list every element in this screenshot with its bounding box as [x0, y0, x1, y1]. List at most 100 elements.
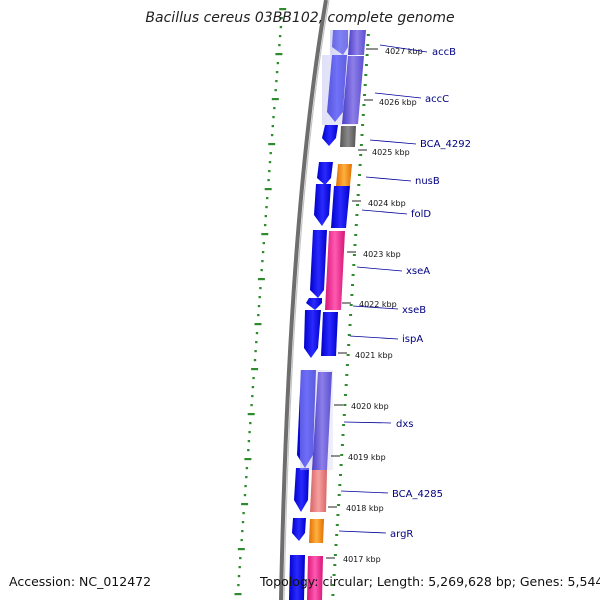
gene-label-argR[interactable]: argR: [338, 529, 413, 540]
position-tick: [355, 214, 359, 216]
gene-label-text[interactable]: accB: [432, 47, 456, 58]
gc-skew-dot: [260, 269, 263, 272]
gc-skew-dot: [273, 107, 276, 110]
gc-skew-dot: [254, 323, 262, 326]
cds-arrow: [314, 184, 331, 226]
gc-skew-dot: [261, 233, 269, 236]
gc-skew-dot: [262, 242, 265, 245]
gene-label-text[interactable]: ispA: [402, 334, 423, 345]
position-tick: [337, 504, 341, 506]
gc-skew-dot: [238, 566, 241, 569]
gc-skew-dot: [240, 539, 243, 542]
gc-skew-dot: [264, 188, 272, 191]
gc-skew-dot: [234, 593, 242, 596]
kbp-tick: 4023 kbp: [347, 250, 401, 259]
cds-arrow: [304, 310, 321, 358]
gene-label-text[interactable]: accC: [425, 94, 449, 105]
position-tick: [350, 294, 354, 296]
gene-feature-nusB: [336, 164, 352, 186]
position-tick: [339, 464, 343, 466]
gene-label-text[interactable]: BCA_4285: [392, 489, 443, 500]
position-tick: [335, 524, 339, 526]
kbp-tick-label: 4021 kbp: [355, 351, 393, 360]
position-tick: [366, 34, 370, 36]
gene-label-track: accB accC BCA_4292 nusB folD xseA xseB i…: [338, 44, 471, 540]
gc-skew-dot: [245, 476, 248, 479]
gene-label-folD[interactable]: folD: [361, 209, 431, 220]
gc-skew-dot: [276, 62, 280, 65]
gc-skew-dot: [264, 215, 267, 218]
gene-label-BCA_4285[interactable]: BCA_4285: [340, 489, 443, 500]
gc-skew-dot: [239, 557, 242, 560]
position-tick: [331, 594, 335, 596]
gc-skew-dot: [242, 512, 245, 515]
position-tick: [351, 284, 354, 286]
position-tick: [358, 174, 361, 176]
cds-arrow: [306, 298, 322, 310]
cds-arrow: [292, 518, 306, 541]
position-tick: [332, 584, 335, 586]
gene-label-xseB[interactable]: xseB: [352, 305, 426, 316]
position-tick: [349, 314, 353, 316]
position-tick: [336, 514, 340, 516]
position-tick: [346, 354, 350, 356]
gc-skew-dot: [255, 332, 259, 335]
position-tick: [359, 144, 363, 146]
kbp-tick: 4017 kbp: [326, 555, 381, 564]
position-tick: [345, 364, 349, 366]
gc-skew-dot: [257, 305, 261, 308]
gene-label-BCA_4292[interactable]: BCA_4292: [369, 139, 471, 150]
gene-feature-BCA_4292: [340, 126, 356, 147]
kbp-tick-label: 4019 kbp: [348, 453, 386, 462]
gene-label-accB[interactable]: accB: [379, 44, 456, 58]
position-tick: [338, 484, 342, 486]
position-tick: [348, 324, 352, 326]
gc-skew-dot: [271, 98, 279, 101]
gene-label-text[interactable]: BCA_4292: [420, 139, 471, 150]
position-tick: [361, 114, 365, 116]
gc-skew-dot: [268, 161, 272, 164]
gc-skew-dot: [247, 440, 251, 443]
position-tick: [334, 544, 338, 546]
position-tick: [349, 304, 353, 306]
kbp-tick-label: 4026 kbp: [379, 98, 417, 107]
gc-skew-dot: [278, 44, 281, 47]
gene-label-accC[interactable]: accC: [374, 92, 449, 105]
gc-skew-dot: [251, 395, 254, 398]
gc-skew-dot: [253, 359, 257, 362]
gene-label-dxs[interactable]: dxs: [343, 419, 413, 430]
kbp-tick: 4027 kbp: [366, 47, 423, 56]
position-tick: [351, 274, 355, 276]
gene-label-xseA[interactable]: xseA: [356, 266, 430, 277]
position-tick: [344, 384, 348, 386]
gene-label-text[interactable]: dxs: [396, 419, 413, 430]
position-tick: [363, 94, 366, 96]
gene-label-text[interactable]: nusB: [415, 176, 440, 187]
gc-skew-dot: [268, 143, 276, 146]
gene-label-text[interactable]: xseB: [402, 305, 426, 316]
gc-skew-dot: [278, 35, 282, 38]
gc-skew-dot: [252, 377, 255, 380]
position-tick: [343, 404, 347, 406]
gene-label-text[interactable]: folD: [411, 209, 431, 220]
gc-skew-dot: [275, 53, 283, 56]
gc-skew-dot: [247, 413, 255, 416]
kbp-tick-label: 4022 kbp: [359, 300, 397, 309]
gc-skew-dot: [272, 116, 275, 119]
kbp-tick: 4019 kbp: [331, 453, 386, 462]
gc-skew-dot: [244, 485, 247, 488]
gene-label-text[interactable]: argR: [390, 529, 413, 540]
gc-skew-dot: [267, 179, 270, 182]
gene-label-ispA[interactable]: ispA: [349, 334, 423, 345]
position-tick: [352, 264, 356, 266]
gene-label-nusB[interactable]: nusB: [365, 176, 440, 187]
cds-arrow: [289, 555, 305, 600]
position-tick: [360, 134, 364, 136]
kbp-tick: 4018 kbp: [328, 504, 384, 513]
position-tick: [347, 344, 351, 346]
gene-label-text[interactable]: xseA: [406, 266, 430, 277]
gene-feature-track: [307, 30, 366, 600]
position-tick: [364, 64, 368, 66]
